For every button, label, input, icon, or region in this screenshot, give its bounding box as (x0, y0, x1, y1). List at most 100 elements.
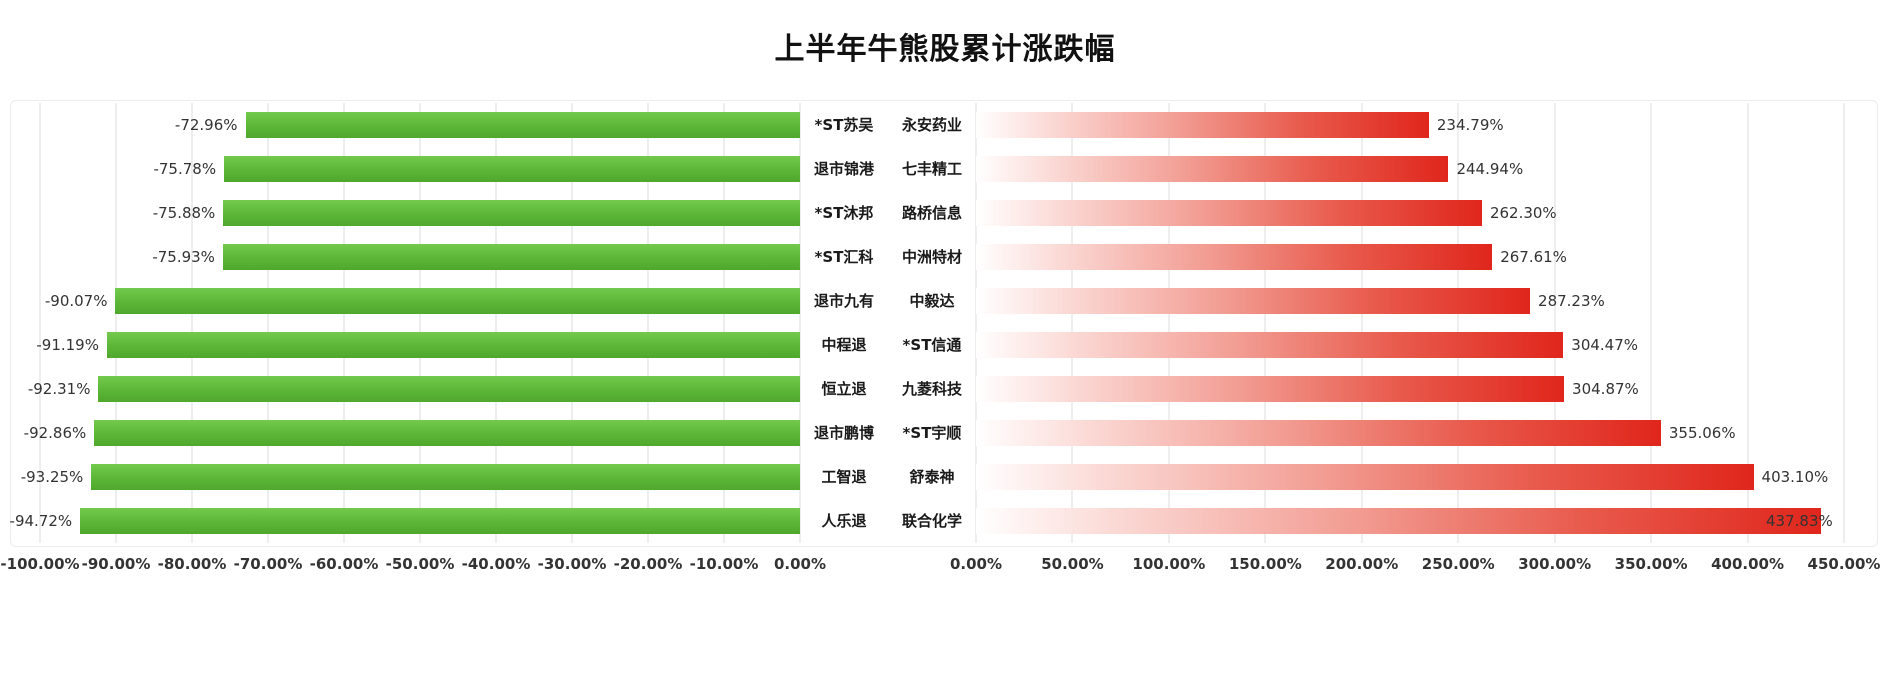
gridline (1457, 103, 1459, 543)
gridline (39, 103, 41, 543)
bar-row: 262.30% (976, 191, 1844, 235)
bull-x-axis: 0.00% 50.00% 100.00% 150.00% 200.00% 250.00% 3… (950, 543, 1880, 579)
bar-value-label: -92.31% (27, 380, 91, 398)
category-label: 舒泰神 (909, 468, 955, 486)
axis-tick-label: -50.00% (385, 555, 455, 573)
gridline (191, 103, 193, 543)
axis-tick-label: 0.00% (949, 555, 1003, 573)
gridline (799, 103, 801, 543)
gridline (571, 103, 573, 543)
bar-row: -75.93% (40, 235, 800, 279)
category-label: 恒立退 (821, 380, 867, 398)
bull-stocks-bar (976, 464, 1754, 490)
gridline (1554, 103, 1556, 543)
category-label: 永安药业 (901, 116, 962, 134)
bull-stocks-bar (976, 244, 1493, 270)
bar-value-label: 287.23% (1538, 292, 1605, 310)
bar-value-label: 234.79% (1436, 116, 1504, 134)
bar-value-label: -94.72% (9, 512, 73, 530)
category-label: 九菱科技 (901, 380, 962, 398)
category-label: *ST苏吴 (814, 116, 874, 134)
bull-stocks-bar (976, 420, 1661, 446)
bull-stocks-bar (976, 200, 1482, 226)
gridline (1843, 103, 1845, 543)
category-label: *ST宇顺 (902, 424, 962, 442)
bull-stocks-bar (976, 508, 1821, 534)
axis-tick-label: -90.00% (81, 555, 151, 573)
category-label: 联合化学 (901, 512, 962, 530)
bear-stocks-bar (223, 200, 800, 226)
bar-value-label: -75.93% (152, 248, 215, 266)
bear-category-labels: *ST苏吴 退市锦港 *ST沐邦 *ST汇科 退市九有 中程退 恒立退 退市鹏博 工智退 人乐退 (800, 103, 888, 543)
bar-value-label: 267.61% (1500, 248, 1567, 266)
bar-row: 234.79% (976, 103, 1844, 147)
bar-value-label: 244.94% (1456, 160, 1524, 178)
bar-row: 403.10% (976, 455, 1844, 499)
axis-tick-label: 50.00% (1041, 555, 1104, 573)
category-label: 退市鹏博 (813, 424, 874, 442)
gridline (343, 103, 345, 543)
gridline (1650, 103, 1652, 543)
bear-stocks-bar (224, 156, 800, 182)
bull-plot-area: 234.79% 244.94% 262.30% 267.61% 287.23% 304.4… (975, 103, 1845, 543)
bear-chart: -72.96% -75.78% -75.88% -75.93% -90.07% -91.1… (0, 103, 826, 579)
bull-stocks-bar (976, 288, 1531, 314)
category-label: *ST信通 (902, 336, 962, 354)
gridline (1361, 103, 1363, 543)
bar-value-label: -93.25% (20, 468, 84, 486)
category-label: 人乐退 (821, 512, 867, 530)
bar-value-label: 304.47% (1571, 336, 1639, 354)
bar-row: 304.47% (976, 323, 1844, 367)
axis-tick-label: 250.00% (1421, 555, 1495, 573)
bar-row: 287.23% (976, 279, 1844, 323)
bar-row: 244.94% (976, 147, 1844, 191)
axis-tick-label: -60.00% (309, 555, 379, 573)
axis-tick-label: 350.00% (1614, 555, 1688, 573)
bar-value-label: -91.19% (36, 336, 99, 354)
bar-row: 355.06% (976, 411, 1844, 455)
gridline (495, 103, 497, 543)
bar-row: 304.87% (976, 367, 1844, 411)
bar-row: 437.83% (976, 499, 1844, 543)
category-label: 退市锦港 (813, 160, 874, 178)
bar-row: -92.31% (28, 367, 800, 411)
bar-value-label: 304.87% (1572, 380, 1639, 398)
charts-area: -72.96% -75.78% -75.88% -75.93% -90.07% -91.1… (0, 103, 1880, 579)
gridline (1071, 103, 1073, 543)
bar-row: -92.86% (24, 411, 800, 455)
gridline (1264, 103, 1266, 543)
bar-row: 267.61% (976, 235, 1844, 279)
bar-value-label: -72.96% (174, 116, 238, 134)
bull-stocks-bar (976, 376, 1565, 402)
bear-stocks-bar (245, 112, 800, 138)
axis-tick-label: -10.00% (689, 555, 759, 573)
bear-x-axis: -100.00% -90.00% -80.00% -70.00% -60.00% -50.… (0, 543, 826, 579)
bar-row: -90.07% (40, 279, 800, 323)
gridline (975, 103, 977, 543)
chart-title: 上半年牛熊股累计涨跌幅 (774, 32, 1116, 67)
gridline (647, 103, 649, 543)
bull-chart: 234.79% 244.94% 262.30% 267.61% 287.23% 304.4… (950, 103, 1880, 579)
category-label: 中毅达 (909, 292, 955, 310)
bull-category-labels: 永安药业 七丰精工 路桥信息 中洲特材 中毅达 *ST信通 九菱科技 *ST宇顺 舒泰神 联合化学 (888, 103, 976, 543)
bear-stocks-bar (106, 332, 800, 358)
bar-row: -72.96% (40, 103, 800, 147)
bar-value-label: 437.83% (1766, 512, 1833, 530)
axis-tick-label: -70.00% (233, 555, 303, 573)
category-label: 七丰精工 (901, 160, 962, 178)
bear-stocks-bar (80, 508, 800, 534)
axis-tick-label: -80.00% (157, 555, 227, 573)
gridline (115, 103, 117, 543)
bear-stocks-bar (222, 244, 800, 270)
gridline (723, 103, 725, 543)
bar-value-label: -90.07% (44, 292, 108, 310)
axis-tick-label: -30.00% (537, 555, 607, 573)
category-label: 工智退 (821, 468, 867, 486)
axis-tick-label: 300.00% (1518, 555, 1592, 573)
bar-value-label: 355.06% (1668, 424, 1736, 442)
chart-frame-border (10, 100, 1878, 547)
bear-stocks-bar (91, 464, 800, 490)
bull-stocks-bar (976, 112, 1429, 138)
gridline (419, 103, 421, 543)
